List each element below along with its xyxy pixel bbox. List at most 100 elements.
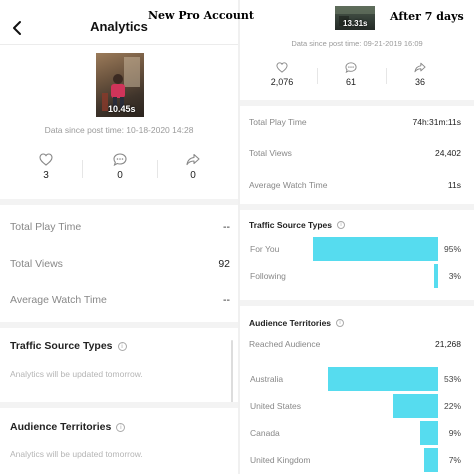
thumbnail-scene — [335, 6, 375, 26]
territory-bar-row: Canada 9% — [250, 421, 461, 445]
shares-count: 36 — [414, 77, 425, 87]
info-icon[interactable]: i — [336, 319, 345, 327]
territory-bar-row: United Kingdom 7% — [250, 448, 461, 472]
section-title-text: Audience Territories — [249, 318, 332, 328]
bar-label: United States — [250, 401, 302, 411]
heart-icon — [39, 153, 53, 166]
section-divider — [240, 204, 474, 210]
traffic-update-note: Analytics will be updated tomorrow. — [10, 369, 143, 379]
info-icon[interactable]: i — [336, 221, 345, 229]
bar-label: Canada — [250, 428, 280, 438]
bar-percent: 53% — [443, 374, 461, 384]
info-icon[interactable]: i — [116, 422, 126, 432]
back-arrow-icon[interactable] — [11, 20, 25, 36]
metric-value: 24,402 — [435, 148, 461, 158]
likes-count: 2,076 — [270, 77, 294, 87]
metric-value: 92 — [218, 258, 230, 270]
likes-stat: 3 — [16, 153, 76, 181]
page-title: Analytics — [90, 19, 148, 34]
metric-average-watch-time: Average Watch Time -- — [10, 294, 230, 306]
metric-total-views: Total Views 24,402 — [249, 148, 461, 158]
reached-audience-value: 21,268 — [435, 339, 461, 349]
territories-update-note: Analytics will be updated tomorrow. — [10, 449, 143, 459]
share-arrow-icon — [414, 62, 426, 73]
video-duration: 10.45s — [108, 104, 136, 114]
reached-audience: Reached Audience 21,268 — [249, 339, 461, 349]
stat-divider — [317, 68, 318, 84]
territory-bar-row: Australia 53% — [250, 367, 461, 391]
bar-percent: 95% — [443, 244, 461, 254]
scrollbar-thumb[interactable] — [231, 340, 233, 406]
metric-label: Average Watch Time — [249, 180, 328, 190]
traffic-source-title: Traffic Source Types i — [10, 340, 127, 352]
metric-label: Total Views — [249, 148, 292, 158]
bar-label: Following — [250, 271, 286, 281]
bar-label: United Kingdom — [250, 455, 311, 465]
metric-total-play-time: Total Play Time -- — [10, 221, 230, 233]
metric-total-views: Total Views 92 — [10, 258, 230, 270]
territory-bar-canada — [420, 421, 438, 445]
header-divider — [0, 44, 238, 45]
audience-territories-title: Audience Territories i — [249, 318, 345, 328]
bar-label: Australia — [250, 374, 284, 384]
territory-bar-united-kingdom — [424, 448, 438, 472]
section-divider — [240, 100, 474, 106]
comments-count: 61 — [345, 77, 356, 87]
video-duration: 13.31s — [343, 19, 368, 28]
heart-icon — [276, 62, 288, 73]
metric-value: -- — [223, 221, 230, 233]
traffic-source-title: Traffic Source Types i — [249, 220, 345, 230]
section-title-text: Traffic Source Types — [249, 220, 332, 230]
data-since-label: Data since post time: 09-21-2019 16:09 — [291, 39, 423, 48]
comments-stat: 61 — [321, 62, 381, 87]
reached-audience-label: Reached Audience — [249, 339, 321, 349]
right-analytics-screen: 13.31s Data since post time: 09-21-2019 … — [240, 0, 474, 474]
video-thumbnail[interactable]: 13.31s — [335, 6, 375, 30]
metric-label: Total Play Time — [249, 117, 307, 127]
shares-stat: 36 — [390, 62, 450, 87]
metric-label: Average Watch Time — [10, 294, 107, 306]
likes-stat: 2,076 — [252, 62, 312, 87]
traffic-bar-following — [434, 264, 438, 288]
traffic-bar-row: Following 3% — [250, 264, 461, 288]
caption-new-pro-account: New Pro Account — [148, 9, 254, 22]
section-title-text: Audience Territories — [10, 421, 112, 433]
comment-icon — [113, 153, 127, 166]
metric-label: Total Views — [10, 258, 63, 270]
section-divider — [240, 300, 474, 306]
caption-after-7-days: After 7 days — [390, 10, 464, 23]
audience-territories-title: Audience Territories i — [10, 421, 126, 433]
panel-divider — [238, 0, 240, 474]
section-divider — [0, 402, 238, 408]
metric-value: 11s — [447, 180, 461, 190]
metric-average-watch-time: Average Watch Time 11s — [249, 180, 461, 190]
left-analytics-screen: Analytics 10.45s Data since post time: 1… — [0, 19, 238, 459]
thumbnail-scene — [102, 57, 140, 111]
bar-label: For You — [250, 244, 280, 254]
bar-percent: 9% — [448, 428, 461, 438]
share-arrow-icon — [186, 153, 200, 166]
section-divider — [0, 199, 238, 205]
section-title-text: Traffic Source Types — [10, 340, 113, 352]
metric-value: 74h:31m:11s — [412, 117, 461, 127]
traffic-bar-for-you — [313, 237, 438, 261]
bar-percent: 22% — [443, 401, 461, 411]
stat-divider — [157, 160, 158, 178]
likes-count: 3 — [43, 170, 49, 181]
bar-percent: 7% — [448, 455, 461, 465]
metric-value: -- — [223, 294, 230, 306]
stat-divider — [82, 160, 83, 178]
comments-count: 0 — [117, 170, 123, 181]
metric-total-play-time: Total Play Time 74h:31m:11s — [249, 117, 461, 127]
section-divider — [0, 322, 238, 328]
shares-count: 0 — [190, 170, 196, 181]
info-icon[interactable]: i — [117, 341, 127, 351]
video-thumbnail[interactable]: 10.45s — [96, 53, 144, 117]
comment-icon — [345, 62, 357, 73]
territory-bar-australia — [328, 367, 438, 391]
shares-stat: 0 — [163, 153, 223, 181]
comments-stat: 0 — [90, 153, 150, 181]
territory-bar-row: United States 22% — [250, 394, 461, 418]
territory-bar-united-states — [393, 394, 438, 418]
stat-divider — [386, 68, 387, 84]
